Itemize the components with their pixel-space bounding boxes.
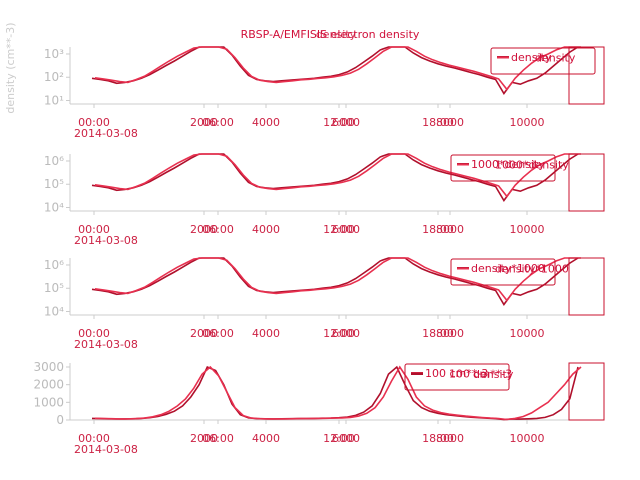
title-line-1: RBSP-A/EMFISIS electron density	[241, 28, 420, 41]
x-tick-label: 8000	[436, 116, 464, 129]
y-tick-label: 10⁶	[44, 258, 64, 272]
x-tick-label: 8000	[436, 432, 464, 445]
x-tick-label: 6000	[332, 116, 360, 129]
x-tick-label: 6000	[332, 432, 360, 445]
x-tick-label: 18:00	[422, 327, 454, 340]
series-line-2	[94, 153, 581, 198]
x-tick-label: 4000	[252, 327, 280, 340]
x-tick-label: 06:00	[202, 223, 234, 236]
x-tick-label: 8000	[436, 327, 464, 340]
x-tick-label: 2000	[190, 327, 218, 340]
y-tick-label: 1000	[33, 395, 64, 409]
title-line-2: density	[316, 28, 357, 41]
x-tick-label: 06:00	[202, 432, 234, 445]
y-tick-label: 10²	[44, 70, 64, 84]
legend-label: density	[511, 51, 552, 64]
x-tick-label: 06:00	[202, 116, 234, 129]
legend-box	[450, 154, 556, 182]
legend-label: 100 cm**-3	[449, 368, 512, 381]
series-line-2	[94, 46, 581, 91]
legend-label: density	[535, 52, 576, 65]
x-tick-label: 12:00	[323, 116, 355, 129]
x-tick-label: 12:00	[323, 223, 355, 236]
x-tick-label: 12:00	[323, 327, 355, 340]
legend-box	[404, 363, 510, 391]
y-tick-label: 10⁶	[44, 154, 64, 168]
x-tick-label: 00:00	[78, 327, 110, 340]
legend-box	[490, 47, 596, 75]
panel-edge-box	[568, 362, 605, 421]
x-tick-label: 4000	[252, 432, 280, 445]
y-tick-label: 2000	[33, 378, 64, 392]
x-tick-label: 06:00	[202, 327, 234, 340]
x-tick-label: 00:00	[78, 116, 110, 129]
x-tick-label: 2000	[190, 223, 218, 236]
y-axis-label: density (cm**-3)	[4, 22, 17, 113]
series-line-2	[94, 257, 581, 302]
legend-label: density	[473, 368, 514, 381]
x-tick-label: 6000	[332, 327, 360, 340]
series-line-1	[91, 46, 579, 95]
legend-label: 100 cm**-3	[425, 367, 488, 380]
y-tick-label: 10⁵	[44, 177, 64, 191]
panel-edge-box	[568, 46, 605, 105]
x-tick-label: 18:00	[422, 432, 454, 445]
legend-label: 1000*density	[471, 158, 545, 171]
x-date-label: 2014-03-08	[74, 234, 138, 247]
legend-box	[450, 258, 556, 286]
legend-label: density*1000	[495, 263, 569, 276]
y-tick-label: 3000	[33, 360, 64, 374]
x-date-label: 2014-03-08	[74, 443, 138, 456]
x-tick-label: 8000	[436, 223, 464, 236]
x-tick-label: 10000	[510, 116, 545, 129]
x-tick-label: 10000	[510, 223, 545, 236]
y-tick-label: 0	[56, 413, 64, 427]
x-tick-label: 10000	[510, 432, 545, 445]
x-tick-label: 2000	[190, 116, 218, 129]
y-tick-label: 10⁴	[44, 305, 64, 319]
y-tick-label: 10³	[44, 47, 64, 61]
legend-label: density*1000	[471, 262, 545, 275]
y-tick-label: 10⁵	[44, 281, 64, 295]
series-line-2	[94, 365, 582, 421]
x-tick-label: 18:00	[422, 223, 454, 236]
series-line-1	[91, 257, 579, 306]
x-tick-label: 10000	[510, 327, 545, 340]
figure-title: RBSP-A/EMFISIS electron density density	[241, 28, 420, 41]
x-tick-label: 00:00	[78, 223, 110, 236]
x-tick-label: 4000	[252, 223, 280, 236]
x-tick-label: 4000	[252, 116, 280, 129]
y-tick-label: 10¹	[44, 94, 64, 108]
legend-label: 1000*density	[495, 159, 569, 172]
x-tick-label: 2000	[190, 432, 218, 445]
x-tick-label: 00:00	[78, 432, 110, 445]
x-tick-label: 6000	[332, 223, 360, 236]
x-date-label: 2014-03-08	[74, 127, 138, 140]
x-date-label: 2014-03-08	[74, 338, 138, 351]
y-tick-label: 10⁴	[44, 201, 64, 215]
series-line-1	[91, 153, 579, 202]
panel-edge-box	[568, 153, 605, 212]
x-tick-label: 12:00	[323, 432, 355, 445]
x-tick-label: 18:00	[422, 116, 454, 129]
panel-edge-box	[568, 257, 605, 316]
